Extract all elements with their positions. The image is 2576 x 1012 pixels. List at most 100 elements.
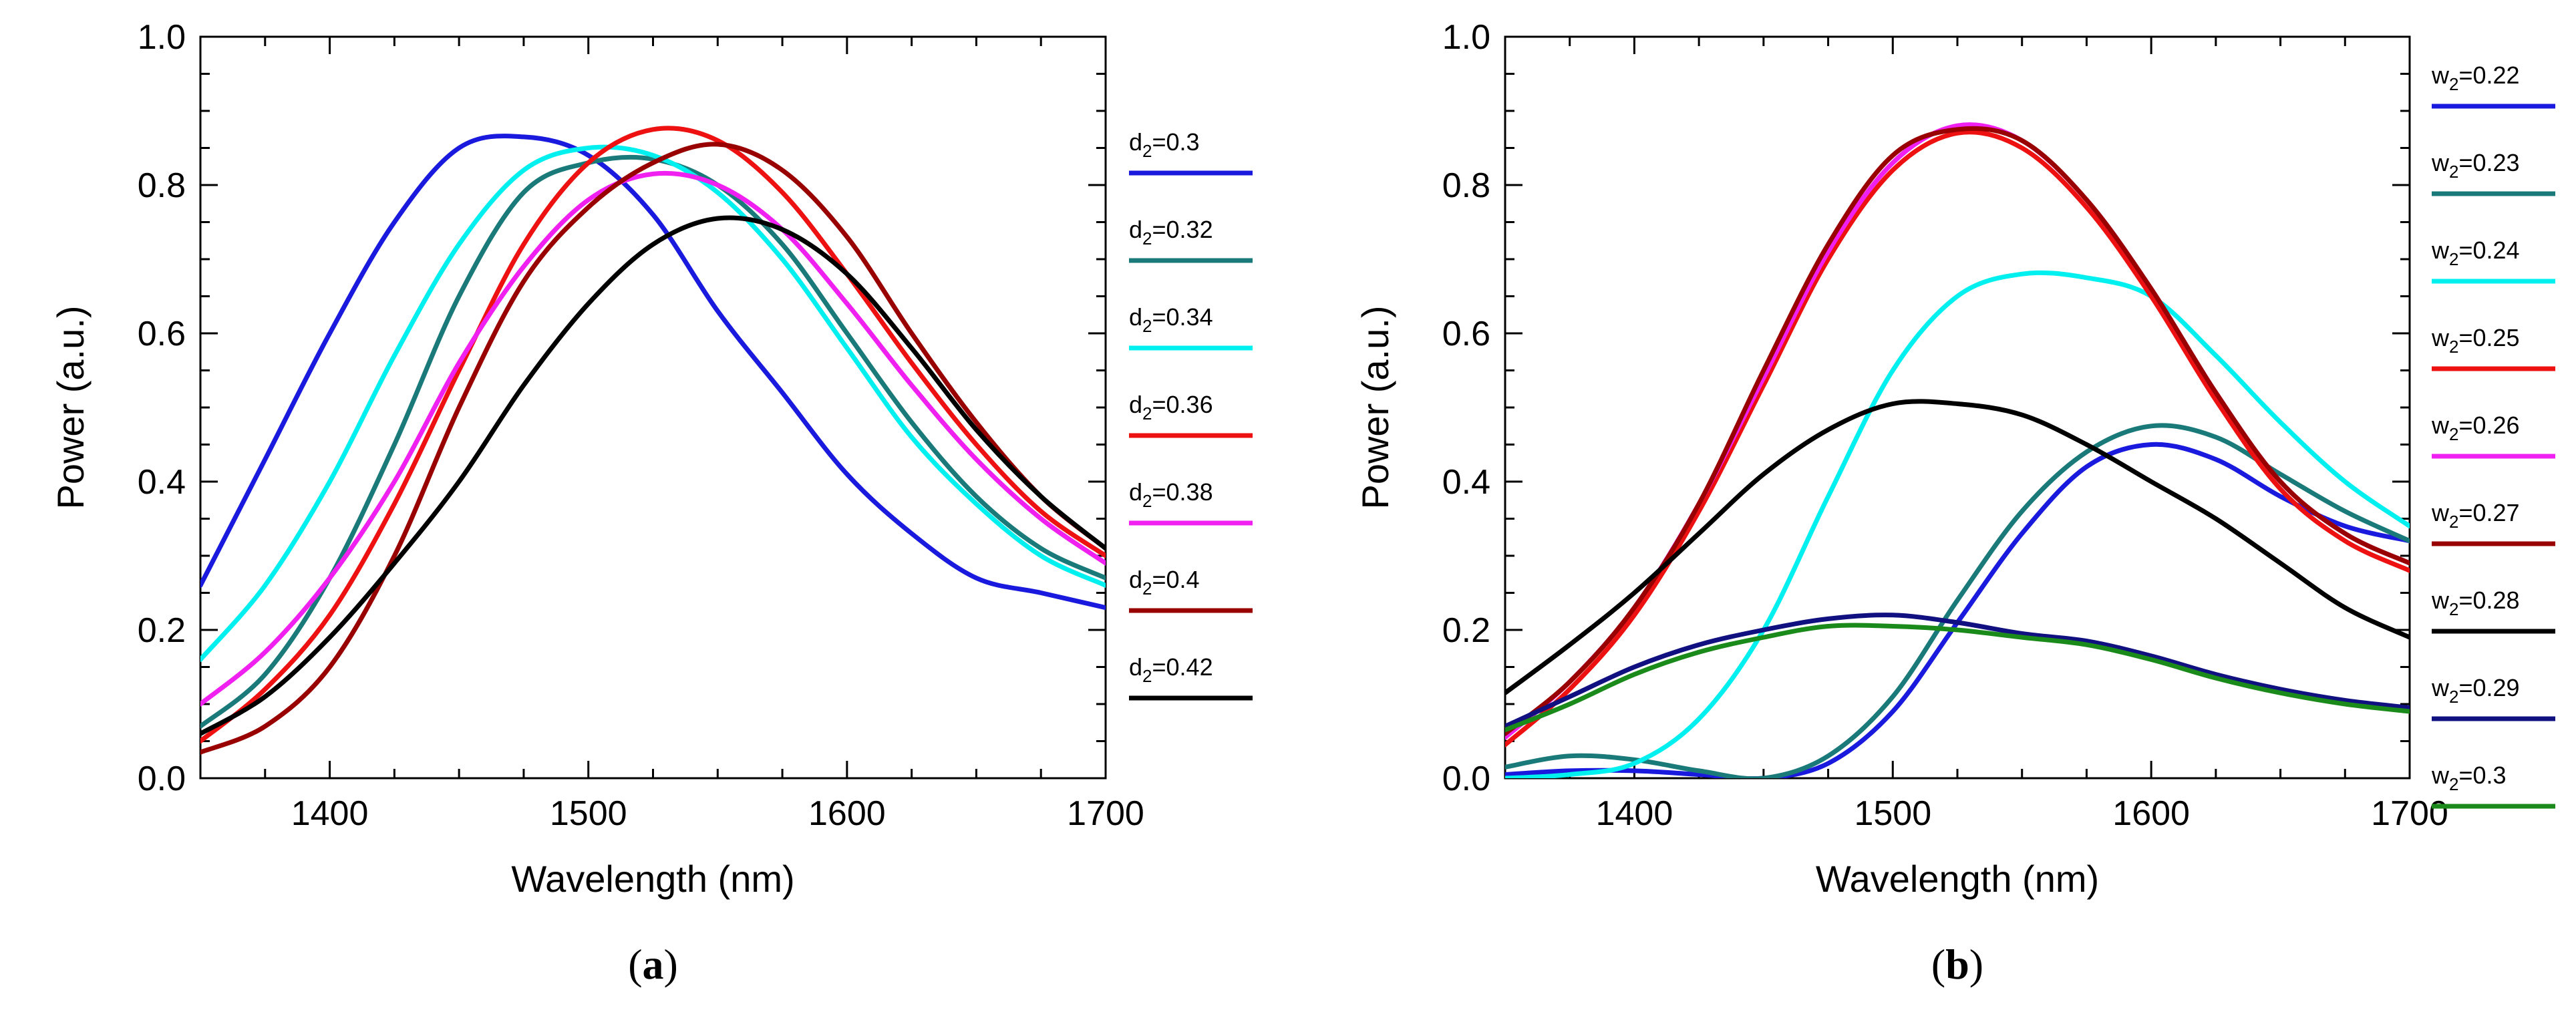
panel-label-paren-open: ( — [1931, 941, 1945, 988]
y-tick-label: 0.2 — [1442, 611, 1490, 650]
legend-label: d2=0.38 — [1129, 478, 1213, 511]
legend-label-base: w — [2431, 762, 2450, 789]
legend-label: d2=0.32 — [1129, 216, 1213, 248]
legend-label: w2=0.26 — [2431, 411, 2520, 444]
legend-label-base: w — [2431, 236, 2450, 264]
y-tick-label: 0.0 — [1442, 760, 1490, 798]
legend-label-base: d — [1129, 566, 1142, 593]
legend-label-subscript: 2 — [1142, 228, 1152, 248]
legend-label-value: =0.26 — [2458, 411, 2519, 439]
legend-label-base: w — [2431, 324, 2450, 351]
legend-label-subscript: 2 — [2449, 162, 2458, 182]
panel-label-paren-open: ( — [628, 941, 642, 988]
series-line-w2-0-22 — [1505, 442, 2410, 778]
legend-label-base: w — [2431, 499, 2450, 526]
y-axis-label: Power (a.u.) — [1354, 306, 1396, 510]
legend-label-value: =0.22 — [2458, 61, 2519, 89]
x-tick-label: 1500 — [550, 794, 627, 833]
legend-label: w2=0.29 — [2431, 674, 2520, 707]
legend-label-subscript: 2 — [1142, 578, 1152, 599]
y-tick-label: 1.0 — [1442, 18, 1490, 57]
x-axis-label: Wavelength (nm) — [511, 858, 794, 900]
legend-label-base: d — [1129, 216, 1142, 243]
legend-label-value: =0.38 — [1152, 478, 1213, 506]
y-tick-label: 0.6 — [1442, 315, 1490, 353]
legend-label: w2=0.25 — [2431, 324, 2520, 357]
series-line-d2-0-34 — [200, 144, 1106, 662]
legend-label-value: =0.4 — [1152, 566, 1200, 593]
legend-label: w2=0.24 — [2431, 236, 2520, 269]
series-line-w2-0-29 — [1505, 613, 2410, 729]
x-tick-label: 1600 — [808, 794, 886, 833]
legend-label-subscript: 2 — [2449, 337, 2458, 357]
x-tick-label: 1600 — [2112, 794, 2190, 833]
legend-label-value: =0.36 — [1152, 391, 1213, 418]
x-tick-label: 1700 — [1067, 794, 1144, 833]
legend-label: w2=0.3 — [2431, 762, 2507, 794]
series-line-d2-0-42 — [200, 215, 1106, 736]
series-line-d2-0-4 — [200, 142, 1106, 755]
panel-label-paren-close: ) — [1969, 941, 1983, 988]
legend-label-base: d — [1129, 303, 1142, 331]
legend-label-subscript: 2 — [2449, 774, 2458, 794]
panel-label: (a) — [628, 941, 678, 988]
chart-panel: 1400 1500 1600 1700 0.0 0.2 0.4 0.6 0.8 1.0 Wavele… — [1354, 18, 2555, 988]
series-line-w2-0-25 — [1505, 130, 2410, 747]
series-line-w2-0-28 — [1505, 399, 2410, 695]
y-tick-label: 0.6 — [138, 315, 186, 353]
legend-label-value: =0.3 — [2458, 762, 2506, 789]
legend-label-subscript: 2 — [2449, 74, 2458, 94]
legend-label-value: =0.42 — [1152, 653, 1213, 681]
chart-panel: 1400 1500 1600 1700 0.0 0.2 0.4 0.6 0.8 1.0 Wavele… — [49, 18, 1253, 988]
legend-label-value: =0.3 — [1152, 128, 1200, 156]
series-line-d2-0-36 — [200, 126, 1106, 743]
legend-label-base: w — [2431, 149, 2450, 176]
legend-label-value: =0.34 — [1152, 303, 1213, 331]
legend-label-base: d — [1129, 653, 1142, 681]
legend-label: w2=0.27 — [2431, 499, 2520, 532]
series-line-d2-0-3 — [200, 134, 1106, 611]
legend-label-value: =0.29 — [2458, 674, 2519, 701]
legend-label-subscript: 2 — [1142, 666, 1152, 686]
y-axis-label: Power (a.u.) — [49, 306, 92, 510]
y-tick-label: 1.0 — [138, 18, 186, 57]
series-line-w2-0-27 — [1505, 126, 2410, 736]
panel-label-letter: b — [1945, 941, 1969, 988]
series-line-d2-0-32 — [200, 154, 1106, 729]
legend-label: d2=0.4 — [1129, 566, 1200, 599]
legend-label-base: w — [2431, 586, 2450, 614]
series-line-d2-0-38 — [200, 170, 1106, 707]
legend-label: d2=0.3 — [1129, 128, 1200, 161]
legend-label-subscript: 2 — [2449, 249, 2458, 269]
legend-label: w2=0.23 — [2431, 149, 2520, 182]
legend-label-base: d — [1129, 391, 1142, 418]
legend-label-value: =0.27 — [2458, 499, 2519, 526]
legend-label-subscript: 2 — [2449, 687, 2458, 707]
legend-label-base: w — [2431, 61, 2450, 89]
panel-label: (b) — [1931, 941, 1983, 988]
y-tick-label: 0.4 — [1442, 463, 1490, 502]
x-tick-label: 1400 — [291, 794, 369, 833]
plot-frame — [1504, 35, 2411, 780]
plot-frame — [199, 35, 1107, 780]
y-tick-label: 0.8 — [138, 166, 186, 205]
legend-label-value: =0.28 — [2458, 586, 2519, 614]
series-line-w2-0-3 — [1505, 623, 2410, 733]
series-line-w2-0-26 — [1505, 122, 2410, 740]
legend-label-value: =0.24 — [2458, 236, 2519, 264]
y-tick-label: 0.0 — [138, 760, 186, 798]
legend-label-subscript: 2 — [1142, 316, 1152, 336]
legend-label-base: d — [1129, 128, 1142, 156]
x-tick-label: 1700 — [2371, 794, 2448, 833]
legend-label: d2=0.34 — [1129, 303, 1213, 336]
panel-label-letter: a — [643, 941, 664, 988]
y-tick-label: 0.4 — [138, 463, 186, 502]
legend-label-subscript: 2 — [1142, 491, 1152, 511]
x-tick-label: 1500 — [1854, 794, 1931, 833]
series-line-w2-0-24 — [1505, 270, 2410, 778]
x-axis-label: Wavelength (nm) — [1816, 858, 2099, 900]
legend-label-subscript: 2 — [2449, 512, 2458, 532]
legend-label-subscript: 2 — [1142, 403, 1152, 424]
y-tick-label: 0.2 — [138, 611, 186, 650]
